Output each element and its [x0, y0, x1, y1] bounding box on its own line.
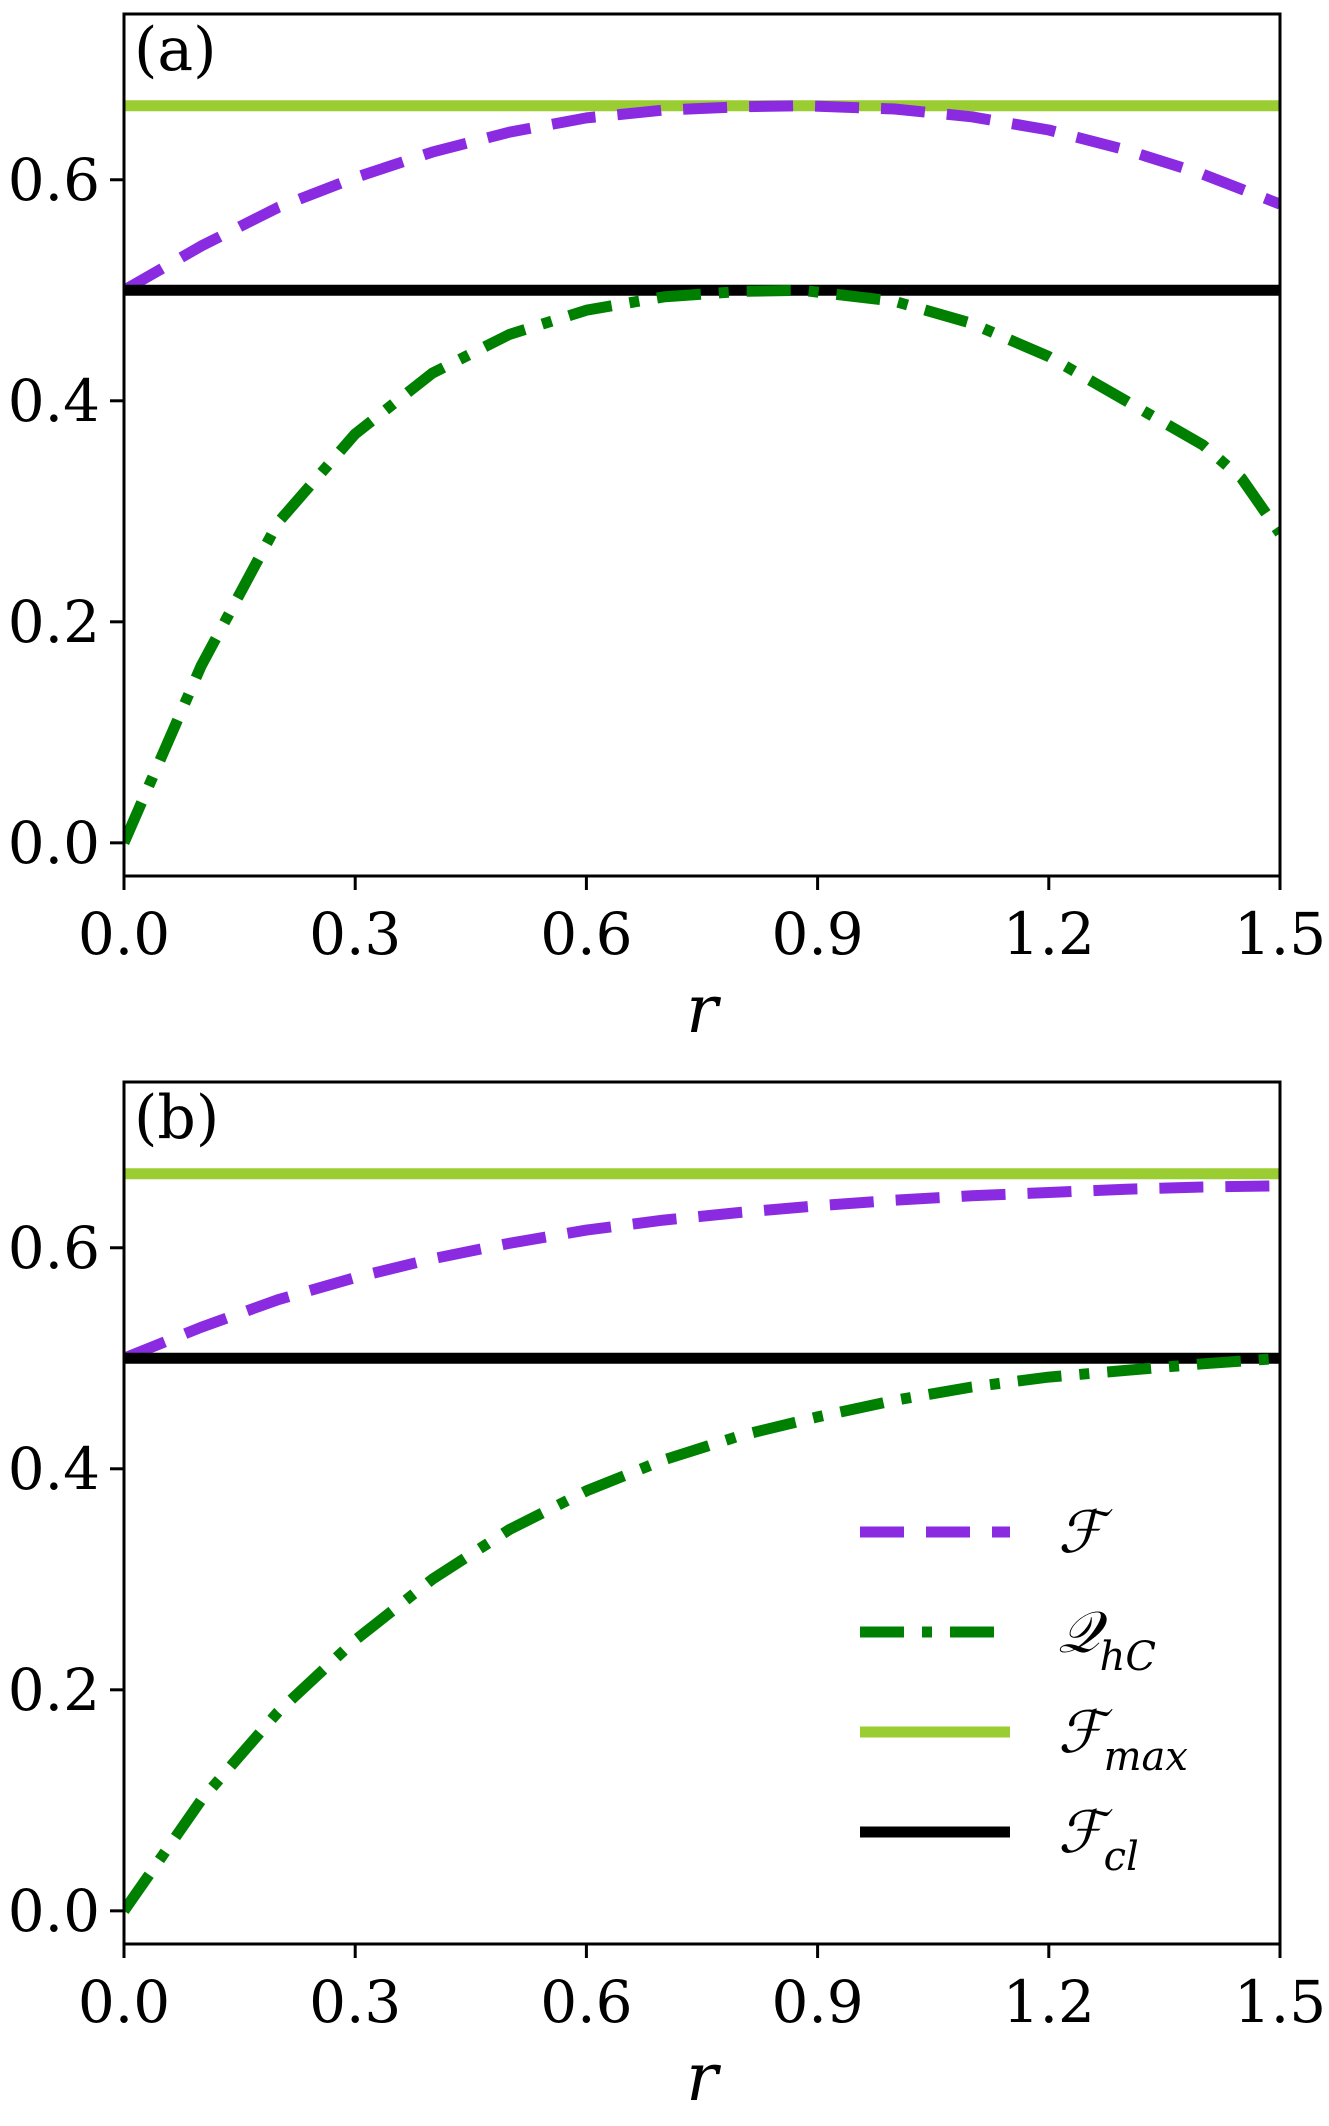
legend-label-q-hc: 𝒬hC: [1058, 1598, 1156, 1680]
plot-frame: [122, 12, 1282, 878]
x-tick-label: 0.0: [78, 900, 170, 968]
x-tick-label: 1.2: [1003, 1968, 1095, 2036]
x-tick-label: 0.9: [771, 1968, 863, 2036]
legend-label-f-cl: ℱcl: [1058, 1798, 1139, 1880]
plot-frame: [122, 1080, 1282, 1946]
y-tick-label: 0.6: [8, 146, 100, 214]
x-tick-label: 0.0: [78, 1968, 170, 2036]
series-group: [124, 100, 1280, 845]
y-tick-label: 0.4: [8, 1435, 100, 1503]
legend: ℱ 𝒬hC ℱmax ℱcl: [860, 1498, 1188, 1880]
x-axis-label: r: [686, 971, 721, 1048]
x-tick-label: 0.6: [540, 1968, 632, 2036]
y-tick-label: 0.2: [8, 1656, 100, 1724]
legend-label-subscript: hC: [1100, 1634, 1156, 1680]
chart-panel-a: 0.0 0.3 0.6 0.9 1.2 1.5 0.0 0.2 0.4 0.6 r (a): [8, 12, 1326, 1048]
panel-label: (a): [134, 15, 217, 85]
series-group: [124, 1168, 1280, 1914]
y-tick-label: 0.4: [8, 367, 100, 435]
series-line-f: [124, 1180, 1280, 1364]
x-tick-label: 0.3: [309, 900, 401, 968]
y-tick-label: 0.6: [8, 1214, 100, 1282]
series-line-q-hc: [124, 1352, 1280, 1914]
x-tick-label: 1.5: [1234, 1968, 1326, 2036]
y-tick-label: 0.0: [8, 1877, 100, 1945]
y-tick-label: 0.0: [8, 809, 100, 877]
legend-label-subscript: max: [1104, 1734, 1188, 1780]
x-tick-label: 1.5: [1234, 900, 1326, 968]
legend-label-f: ℱ: [1058, 1498, 1113, 1566]
legend-label-base: ℱ: [1058, 1498, 1113, 1566]
chart-panel-b: 0.0 0.3 0.6 0.9 1.2 1.5 0.0 0.2 0.4 0.6 r (b) ℱ 𝒬hC ℱm…: [8, 1080, 1326, 2116]
x-tick-label: 0.9: [771, 900, 863, 968]
y-tick-label: 0.2: [8, 588, 100, 656]
legend-label-f-max: ℱmax: [1058, 1698, 1188, 1780]
series-line-q-hc: [124, 284, 1280, 845]
x-tick-label: 1.2: [1003, 900, 1095, 968]
x-axis-label: r: [686, 2039, 721, 2116]
x-tick-label: 0.3: [309, 1968, 401, 2036]
x-tick-label: 0.6: [540, 900, 632, 968]
series-line-f: [124, 100, 1280, 296]
legend-label-subscript: cl: [1104, 1834, 1139, 1880]
panel-label: (b): [134, 1083, 219, 1153]
